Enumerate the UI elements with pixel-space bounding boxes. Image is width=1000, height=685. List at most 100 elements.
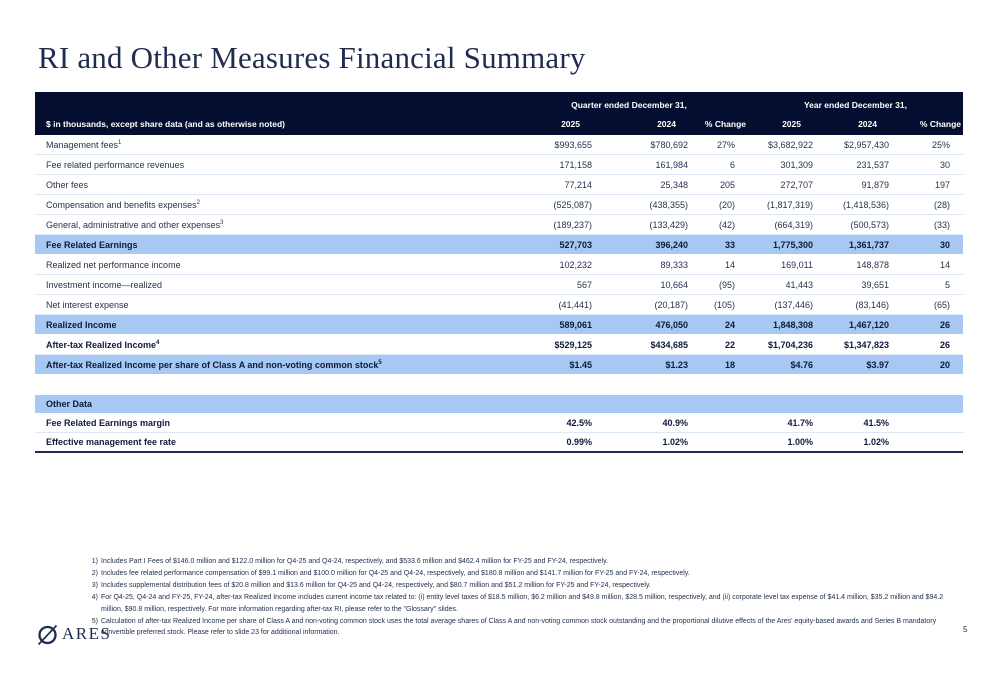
cell-value: 205: [719, 179, 735, 190]
cell-value: 567: [576, 279, 592, 290]
cell-value: 589,061: [559, 319, 592, 330]
cell-value: 41,443: [785, 279, 813, 290]
cell-value: 396,240: [655, 239, 688, 250]
cell-value: (189,237): [553, 219, 592, 230]
row-label: Other fees: [46, 179, 89, 190]
cell-value: 1.02%: [863, 437, 889, 447]
page-number: 5: [963, 625, 968, 634]
footnote: 4) For Q4-25, Q4-24 and FY-25, FY-24, aft…: [88, 592, 962, 615]
footnote: 5) Calculation of after-tax Realized Inco…: [88, 616, 962, 639]
cell-value: $1,347,823: [843, 339, 889, 350]
row-label: Realized Income: [46, 319, 117, 330]
cell-value: 197: [934, 179, 950, 190]
table-row: Management fees1 $993,655 $780,692 27% $3,68…: [35, 135, 963, 155]
row-label: After-tax Realized Income4: [46, 339, 160, 350]
cell-value: 0.99%: [566, 437, 592, 447]
cell-value: 301,309: [780, 159, 813, 170]
table-row: Fee Related Earnings 527,703 396,240 33 1,77…: [35, 235, 963, 255]
cell-value: (664,319): [774, 219, 813, 230]
cell-value: 10,664: [660, 279, 688, 290]
cell-value: 25%: [931, 139, 950, 150]
cell-value: (438,355): [649, 199, 688, 210]
cell-value: 91,879: [861, 179, 889, 190]
row-label: Investment income—realized: [46, 279, 163, 290]
cell-value: 1.02%: [662, 437, 688, 447]
table-row: Investment income—realized 567 10,664 (95) 4…: [35, 275, 963, 295]
cell-value: 14: [724, 259, 735, 270]
column-header: 2024: [858, 119, 877, 129]
table-row: After-tax Realized Income per share of C…: [35, 355, 963, 375]
cell-value: (500,573): [850, 219, 889, 230]
cell-value: 24: [724, 319, 735, 330]
cell-value: 40.9%: [662, 417, 688, 428]
row-label: Effective management fee rate: [46, 437, 177, 447]
cell-value: 476,050: [655, 319, 688, 330]
cell-value: 18: [724, 359, 735, 370]
ares-logo-text: ARES: [62, 624, 112, 643]
cell-value: 20: [939, 359, 950, 370]
footnote-text: Calculation of after-tax Realized Income…: [101, 617, 937, 637]
cell-value: (41,441): [558, 299, 592, 310]
financial-summary-table: Quarter ended December 31, Year ended De…: [35, 92, 963, 453]
footnote-number: 3): [91, 582, 98, 589]
cell-value: $780,692: [650, 139, 688, 150]
cell-value: (33): [933, 219, 950, 230]
cell-value: (137,446): [774, 299, 813, 310]
cell-value: 42.5%: [566, 417, 592, 428]
cell-value: (42): [718, 219, 735, 230]
other-data-rows: Fee Related Earnings margin 42.5% 40.9% 41.…: [35, 413, 963, 453]
cell-value: $3.97: [866, 359, 889, 370]
cell-value: $3,682,922: [767, 139, 813, 150]
footnote-text: Includes supplemental distribution fees …: [101, 582, 651, 589]
footnotes: 1) Includes Part I Fees of $146.0 million…: [88, 556, 962, 639]
cell-value: 89,333: [660, 259, 688, 270]
cell-value: 33: [724, 239, 735, 250]
table-row: Compensation and benefits expenses2 (525,…: [35, 195, 963, 215]
cell-value: (105): [713, 299, 735, 310]
cell-value: 27%: [716, 139, 735, 150]
cell-value: 1,848,308: [772, 319, 813, 330]
cell-value: 272,707: [780, 179, 813, 190]
cell-value: (65): [933, 299, 950, 310]
cell-value: (1,418,536): [842, 199, 889, 210]
table-row: Realized net performance income 102,232 89…: [35, 255, 963, 275]
cell-value: 1.00%: [787, 437, 813, 447]
footnote: 2) Includes fee related performance compe…: [88, 568, 962, 580]
row-label: Net interest expense: [46, 299, 129, 310]
cell-value: (1,817,319): [766, 199, 813, 210]
cell-value: 14: [939, 259, 950, 270]
cell-value: $2,957,430: [843, 139, 889, 150]
column-header: 2025: [561, 119, 580, 129]
section-gap: [35, 375, 963, 395]
cell-value: (20): [718, 199, 735, 210]
cell-value: $1,704,236: [767, 339, 813, 350]
row-label: Fee Related Earnings margin: [46, 417, 171, 428]
cell-value: 148,878: [856, 259, 889, 270]
table-row: Other fees 77,214 25,348 205 272,707 91,879 19…: [35, 175, 963, 195]
cell-value: 6: [729, 159, 735, 170]
table-row: Realized Income 589,061 476,050 24 1,848,308…: [35, 315, 963, 335]
cell-value: $993,655: [554, 139, 592, 150]
footnote-text: Includes Part I Fees of $146.0 million a…: [101, 558, 609, 565]
row-label: Fee related performance revenues: [46, 159, 185, 170]
other-data-row: Effective management fee rate 0.99% 1.02% 1…: [35, 433, 963, 453]
table-row: Net interest expense (41,441) (20,187) (105…: [35, 295, 963, 315]
cell-value: $4.76: [790, 359, 813, 370]
other-data-row: Fee Related Earnings margin 42.5% 40.9% 41.…: [35, 413, 963, 433]
page-title: RI and Other Measures Financial Summary: [38, 40, 586, 75]
row-label: General, administrative and other expens…: [46, 219, 224, 230]
footnote-text: For Q4-25, Q4-24 and FY-25, FY-24, after…: [101, 594, 944, 613]
cell-value: 1,775,300: [772, 239, 813, 250]
row-label: Realized net performance income: [46, 259, 181, 270]
other-data-section-header: Other Data: [35, 395, 963, 413]
table-header: Quarter ended December 31, Year ended De…: [35, 92, 963, 135]
cell-value: 26: [939, 319, 950, 330]
cell-value: $434,685: [650, 339, 688, 350]
cell-value: 161,984: [655, 159, 688, 170]
cell-value: 102,232: [559, 259, 592, 270]
group-header-quarter: Quarter ended December 31,: [571, 100, 687, 110]
cell-value: 30: [939, 239, 950, 250]
cell-value: (133,429): [649, 219, 688, 230]
column-header: 2024: [657, 119, 676, 129]
cell-value: 5: [944, 279, 950, 290]
